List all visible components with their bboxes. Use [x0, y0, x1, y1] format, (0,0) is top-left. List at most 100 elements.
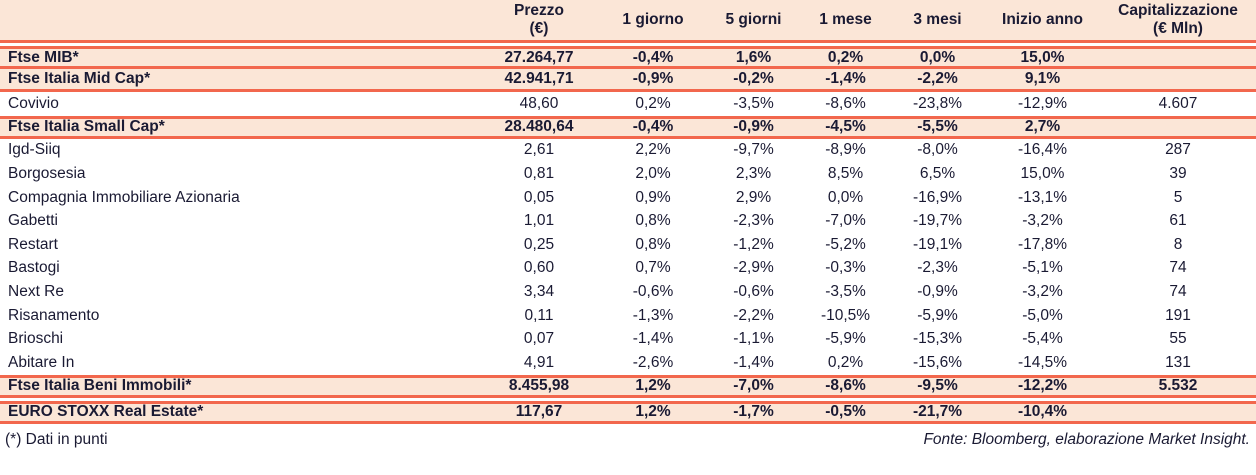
cell-name: Ftse Italia Beni Immobili* — [8, 377, 192, 395]
cell-capitalizzazione: 5.532 — [1158, 377, 1198, 395]
cell-inizio-anno: -5,0% — [1022, 306, 1063, 324]
cell-1-giorno: -1,4% — [632, 330, 674, 348]
cell-prezzo: 0,60 — [523, 259, 555, 277]
footnote-dati-in-punti: (*) Dati in punti — [5, 431, 108, 449]
cell-1-mese: -4,5% — [825, 118, 866, 136]
cell-name: EURO STOXX Real Estate* — [8, 403, 204, 421]
cell-1-giorno: 0,8% — [635, 212, 671, 230]
cell-3-mesi: -8,0% — [917, 141, 958, 159]
stock-row: Covivio 48,60 0,2% -3,5% -8,6% -23,8% -1… — [0, 92, 1256, 116]
cell-3-mesi: -19,7% — [912, 212, 963, 230]
cell-3-mesi: -2,3% — [917, 259, 958, 277]
cell-capitalizzazione: 74 — [1169, 282, 1187, 300]
cell-prezzo: 27.264,77 — [504, 48, 574, 66]
cell-1-giorno: -0,6% — [632, 282, 674, 300]
cell-3-mesi: -9,5% — [917, 377, 958, 395]
cell-name: Ftse MIB* — [8, 48, 79, 66]
column-header-label: 1 giorno — [622, 10, 684, 28]
cell-1-mese: -1,4% — [825, 70, 866, 87]
cell-inizio-anno: -5,1% — [1022, 259, 1063, 277]
cell-capitalizzazione: 55 — [1169, 330, 1187, 348]
cell-inizio-anno: 9,1% — [1024, 70, 1061, 87]
cell-capitalizzazione: 4.607 — [1158, 94, 1198, 112]
cell-inizio-anno: -16,4% — [1017, 141, 1068, 159]
cell-5-giorni: -7,0% — [733, 377, 774, 395]
cell-capitalizzazione: 191 — [1165, 306, 1191, 324]
cell-1-mese: -3,5% — [825, 282, 866, 300]
cell-prezzo: 1,01 — [523, 212, 555, 230]
cell-5-giorni: -3,5% — [733, 94, 774, 112]
column-header-label: 5 giorni — [725, 10, 782, 28]
cell-capitalizzazione: 131 — [1165, 353, 1191, 371]
cell-name: Next Re — [8, 282, 64, 300]
cell-5-giorni: -0,9% — [733, 118, 774, 136]
cell-5-giorni: -2,9% — [733, 259, 774, 277]
cell-name: Brioschi — [8, 330, 64, 348]
stock-row: Brioschi 0,07 -1,4% -1,1% -5,9% -15,3% -… — [0, 327, 1256, 351]
cell-prezzo: 0,25 — [523, 235, 555, 253]
column-header-label: Capitalizzazione — [1118, 1, 1238, 19]
stock-row: Risanamento 0,11 -1,3% -2,2% -10,5% -5,9… — [0, 303, 1256, 328]
cell-inizio-anno: -3,2% — [1022, 212, 1063, 230]
cell-3-mesi: -2,2% — [917, 70, 958, 87]
cell-1-mese: -5,9% — [825, 330, 866, 348]
column-header-label: Prezzo — [514, 1, 564, 19]
cell-prezzo: 28.480,64 — [504, 118, 574, 136]
cell-1-mese: -0,3% — [825, 259, 866, 277]
cell-name: Abitare In — [8, 353, 75, 371]
cell-prezzo: 3,34 — [523, 282, 555, 300]
cell-capitalizzazione: 74 — [1169, 259, 1187, 277]
index-row: Ftse MIB* 27.264,77 -0,4% 1,6% 0,2% 0,0%… — [0, 46, 1256, 69]
cell-3-mesi: -16,9% — [912, 188, 963, 206]
cell-1-mese: -0,5% — [825, 403, 866, 421]
cell-name: Risanamento — [8, 306, 100, 324]
cell-inizio-anno: 2,7% — [1024, 118, 1061, 136]
cell-inizio-anno: 15,0% — [1020, 164, 1065, 182]
cell-5-giorni: -1,2% — [733, 235, 774, 253]
cell-5-giorni: 2,9% — [735, 188, 772, 206]
cell-1-mese: -10,5% — [820, 306, 871, 324]
cell-capitalizzazione: 287 — [1165, 141, 1191, 159]
cell-name: Compagnia Immobiliare Azionaria — [8, 188, 240, 206]
cell-inizio-anno: -12,9% — [1017, 94, 1068, 112]
index-row: Ftse Italia Beni Immobili* 8.455,98 1,2%… — [0, 374, 1256, 398]
column-header-3-mesi: 3 mesi — [890, 11, 985, 29]
cell-3-mesi: -23,8% — [912, 94, 963, 112]
cell-5-giorni: -2,3% — [733, 212, 774, 230]
cell-inizio-anno: -5,4% — [1022, 330, 1063, 348]
cell-1-mese: 8,5% — [827, 164, 864, 182]
cell-capitalizzazione: 8 — [1173, 235, 1183, 253]
cell-1-giorno: -0,4% — [632, 118, 674, 136]
index-row: Ftse Italia Small Cap* 28.480,64 -0,4% -… — [0, 115, 1256, 139]
cell-1-giorno: 1,2% — [635, 377, 671, 395]
cell-1-giorno: 2,0% — [635, 164, 671, 182]
cell-inizio-anno: -17,8% — [1017, 235, 1068, 253]
cell-prezzo: 42.941,71 — [504, 70, 574, 87]
column-header-prezzo: Prezzo (€) — [478, 2, 600, 39]
table-body: Ftse MIB* 27.264,77 -0,4% 1,6% 0,2% 0,0%… — [0, 46, 1256, 424]
cell-name: Covivio — [8, 94, 59, 112]
cell-5-giorni: 2,3% — [735, 164, 772, 182]
cell-1-mese: -5,2% — [825, 235, 866, 253]
cell-1-mese: 0,2% — [827, 353, 864, 371]
cell-1-mese: 0,2% — [827, 48, 864, 66]
source-attribution: Fonte: Bloomberg, elaborazione Market In… — [923, 431, 1250, 449]
stock-row: Gabetti 1,01 0,8% -2,3% -7,0% -19,7% -3,… — [0, 209, 1256, 233]
table-footer: (*) Dati in punti Fonte: Bloomberg, elab… — [0, 424, 1256, 455]
cell-5-giorni: -1,1% — [733, 330, 774, 348]
table-header-row: Prezzo (€) 1 giorno 5 giorni 1 mese 3 me… — [0, 0, 1256, 43]
column-header-sublabel: (€ Mln) — [1153, 20, 1203, 37]
cell-capitalizzazione: 61 — [1169, 212, 1187, 230]
cell-5-giorni: -0,6% — [733, 282, 774, 300]
column-header-label: 1 mese — [819, 10, 872, 28]
cell-prezzo: 8.455,98 — [508, 377, 570, 395]
stock-row: Igd-Siiq 2,61 2,2% -9,7% -8,9% -8,0% -16… — [0, 138, 1256, 163]
cell-1-mese: 0,0% — [827, 188, 864, 206]
cell-name: Ftse Italia Small Cap* — [8, 118, 165, 136]
cell-1-mese: -8,6% — [825, 377, 866, 395]
cell-1-giorno: 0,8% — [635, 235, 671, 253]
cell-prezzo: 117,67 — [515, 403, 563, 421]
cell-3-mesi: -0,9% — [917, 282, 958, 300]
cell-3-mesi: -15,3% — [912, 330, 963, 348]
cell-3-mesi: 6,5% — [919, 164, 956, 182]
